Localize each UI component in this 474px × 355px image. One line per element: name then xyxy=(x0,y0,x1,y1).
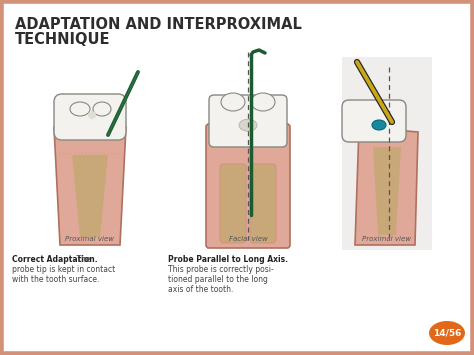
Ellipse shape xyxy=(429,321,465,345)
Text: axis of the tooth.: axis of the tooth. xyxy=(168,285,233,294)
Text: Correct Adaptation.: Correct Adaptation. xyxy=(12,255,98,264)
Polygon shape xyxy=(54,127,126,245)
FancyBboxPatch shape xyxy=(342,57,432,250)
Text: Proximal view: Proximal view xyxy=(65,236,115,242)
Text: The: The xyxy=(74,255,90,264)
Ellipse shape xyxy=(70,102,90,116)
Text: probe tip is kept in contact: probe tip is kept in contact xyxy=(12,265,115,274)
FancyBboxPatch shape xyxy=(220,164,246,243)
Polygon shape xyxy=(355,127,418,245)
Text: with the tooth surface.: with the tooth surface. xyxy=(12,275,100,284)
FancyBboxPatch shape xyxy=(342,100,406,142)
Text: TECHNIQUE: TECHNIQUE xyxy=(15,32,110,47)
Text: Probe Parallel to Long Axis.: Probe Parallel to Long Axis. xyxy=(168,255,288,264)
Text: tioned parallel to the long: tioned parallel to the long xyxy=(168,275,268,284)
FancyBboxPatch shape xyxy=(206,124,290,248)
Text: This probe is correctly posi-: This probe is correctly posi- xyxy=(168,265,274,274)
Ellipse shape xyxy=(239,119,257,131)
FancyBboxPatch shape xyxy=(5,5,463,350)
Ellipse shape xyxy=(372,120,386,130)
Ellipse shape xyxy=(93,102,111,116)
Ellipse shape xyxy=(88,111,96,119)
FancyBboxPatch shape xyxy=(250,164,276,243)
Text: 14/56: 14/56 xyxy=(433,328,461,338)
Ellipse shape xyxy=(221,93,245,111)
Ellipse shape xyxy=(251,93,275,111)
FancyBboxPatch shape xyxy=(54,94,126,140)
Polygon shape xyxy=(72,155,108,237)
FancyBboxPatch shape xyxy=(209,95,287,147)
Polygon shape xyxy=(373,147,401,235)
Text: Facial view: Facial view xyxy=(228,236,267,242)
Text: Proximal view: Proximal view xyxy=(363,236,411,242)
Text: ADAPTATION AND INTERPROXIMAL: ADAPTATION AND INTERPROXIMAL xyxy=(15,17,302,32)
